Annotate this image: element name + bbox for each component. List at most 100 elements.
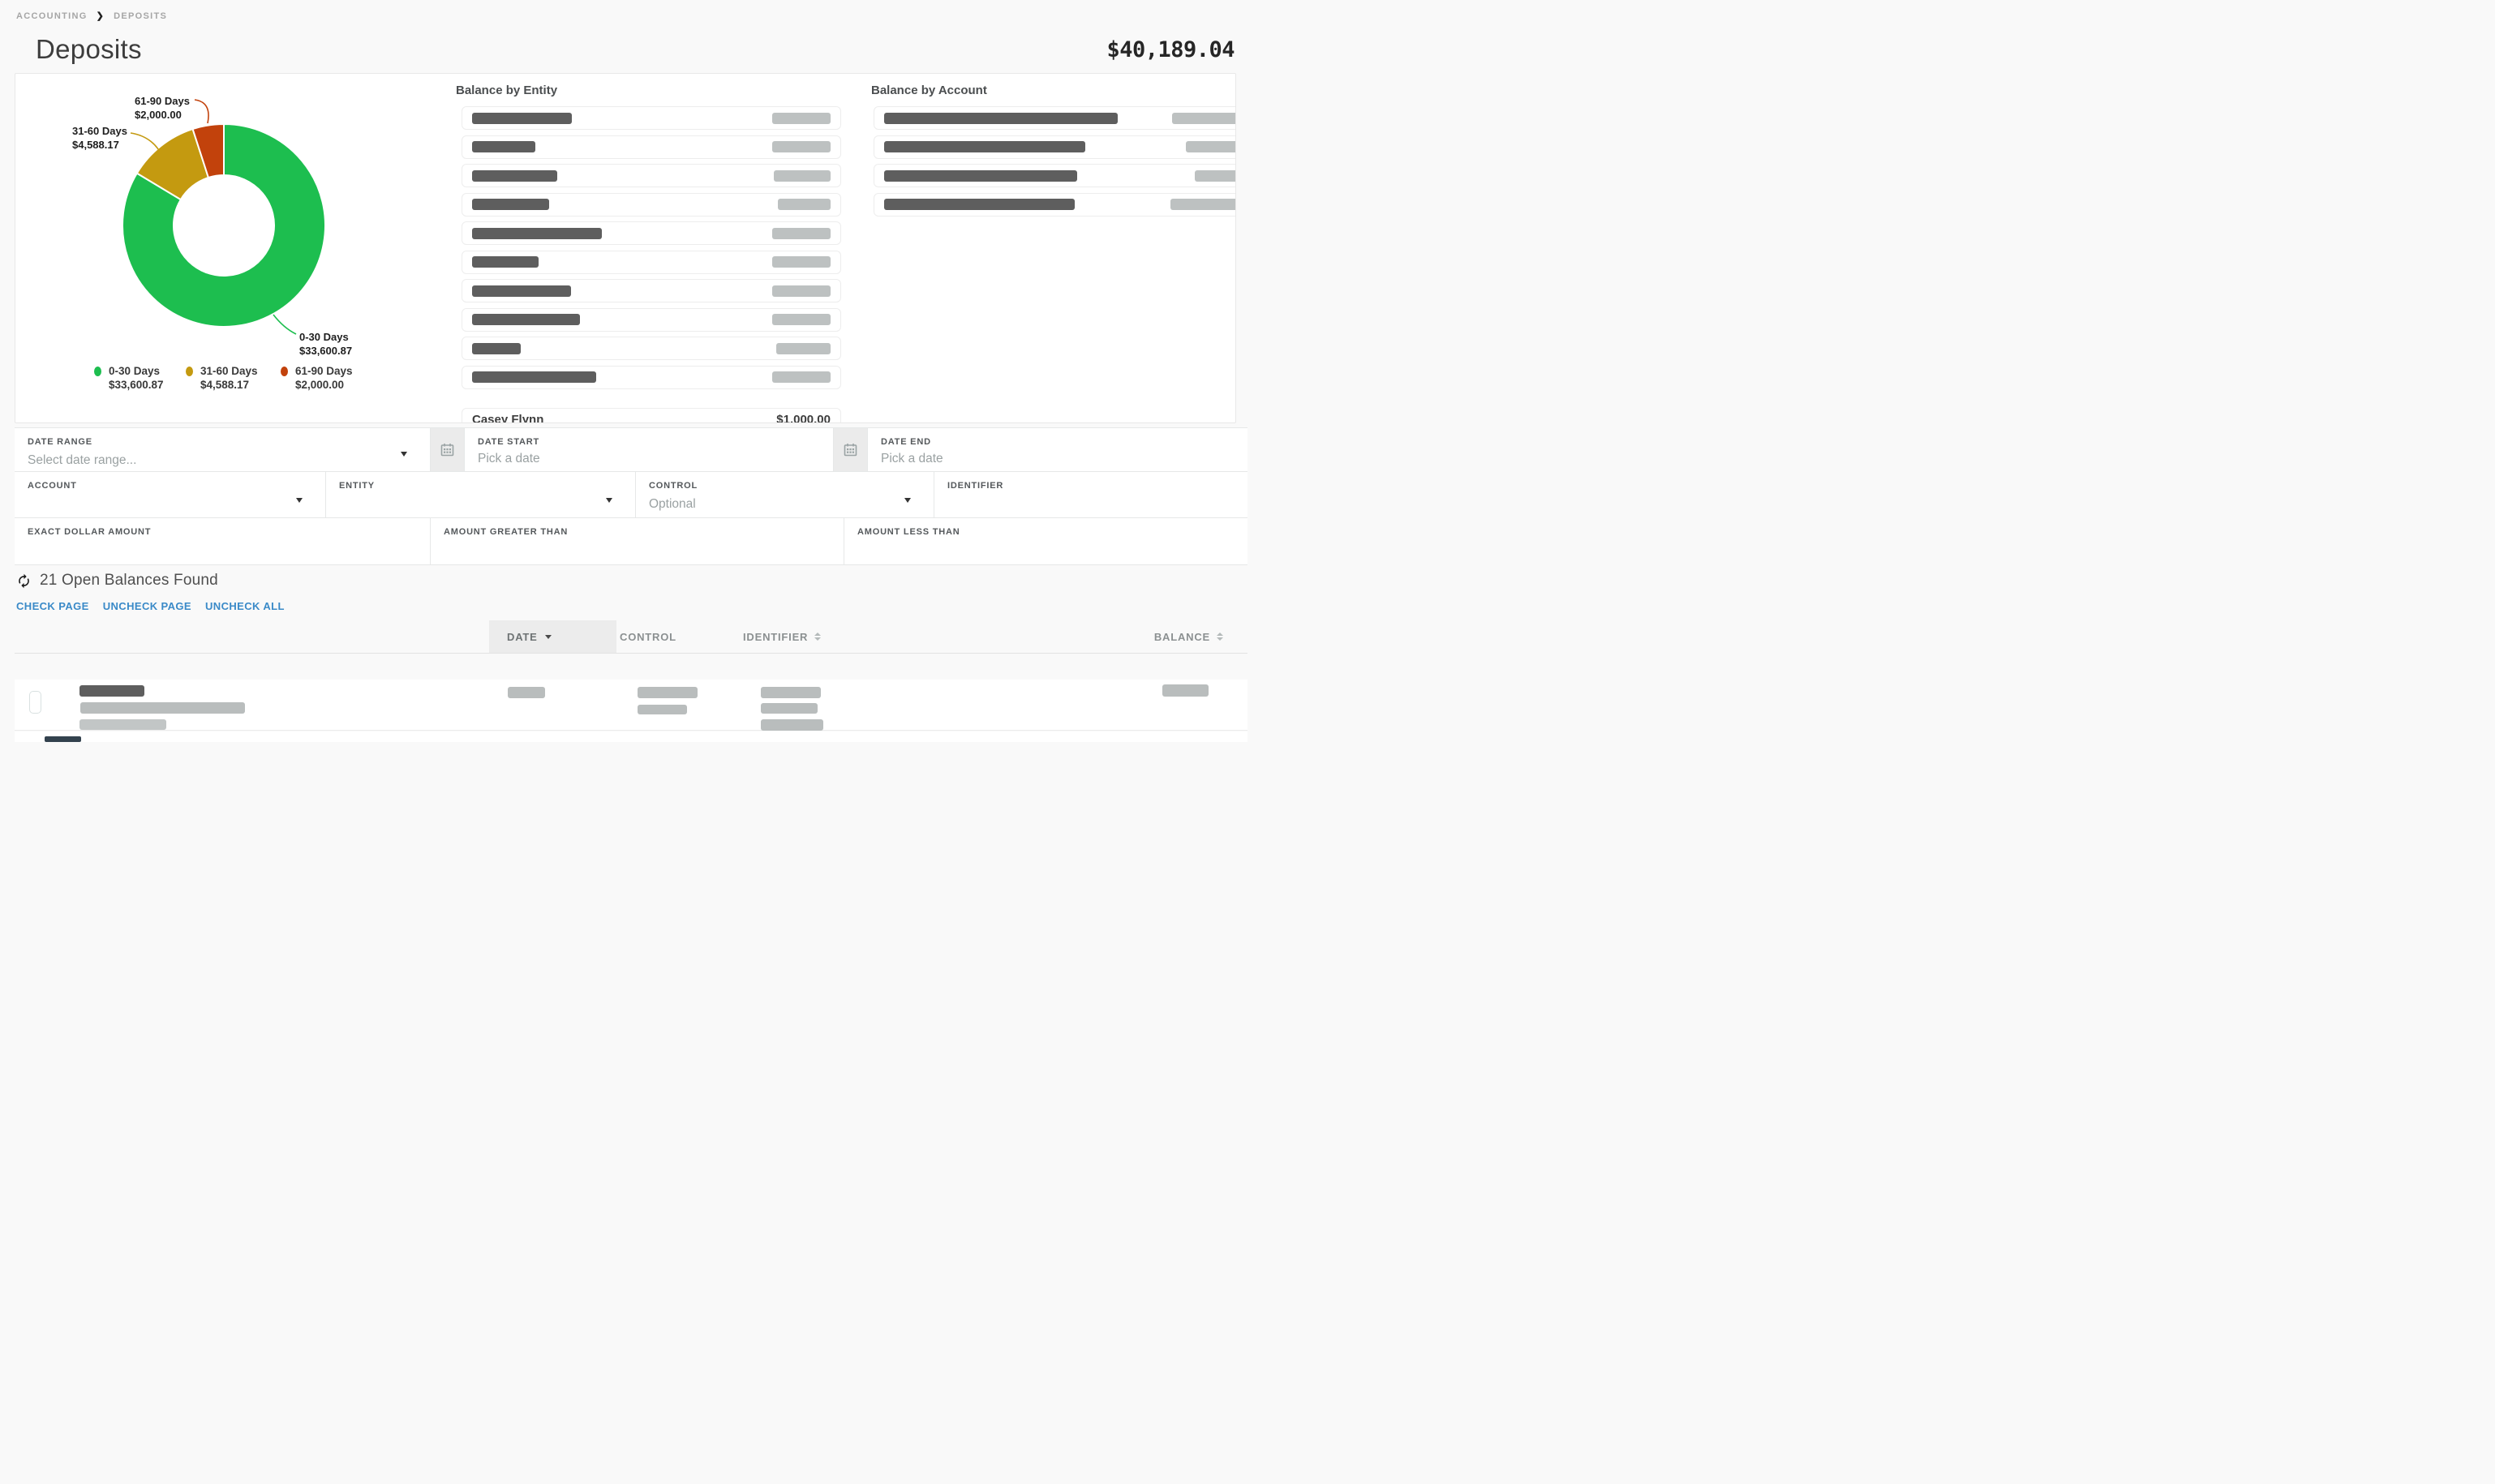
exact-dollar-amount-input[interactable] bbox=[28, 542, 397, 556]
entity-row[interactable] bbox=[462, 337, 841, 360]
callout-61-90-name: 61-90 Days bbox=[135, 95, 190, 107]
caret-down-icon bbox=[606, 498, 612, 503]
filter-account[interactable]: ACCOUNT bbox=[15, 472, 326, 518]
table-row[interactable] bbox=[15, 680, 1248, 731]
redacted-name-bar bbox=[472, 112, 572, 124]
column-label: DATE bbox=[507, 630, 538, 643]
filter-label: DATE START bbox=[478, 437, 540, 447]
donut-slice-61-90-days[interactable] bbox=[191, 122, 225, 179]
row-checkbox[interactable] bbox=[29, 691, 41, 714]
redacted-name-bar bbox=[472, 285, 571, 297]
column-header-balance[interactable]: BALANCE bbox=[1154, 620, 1223, 653]
entity-row-casey-flynn[interactable]: Casey Flynn $1,000.00 bbox=[462, 407, 841, 423]
redacted-amount-bar bbox=[1170, 199, 1235, 210]
account-row[interactable] bbox=[874, 135, 1235, 159]
results-count: 21 Open Balances Found bbox=[40, 572, 218, 589]
uncheck-page-link[interactable]: UNCHECK PAGE bbox=[102, 600, 192, 612]
filter-exact-dollar-amount: EXACT DOLLAR AMOUNT bbox=[15, 518, 431, 564]
balance-by-entity-section: Balance by Entity Casey Flynn $1,000.00 bbox=[441, 84, 841, 422]
account-row[interactable] bbox=[874, 164, 1235, 187]
amount-greater-than-input[interactable] bbox=[444, 542, 812, 556]
next-row-partial bbox=[15, 731, 1248, 742]
redacted-identifier-bar bbox=[761, 719, 823, 731]
redacted-identifier-bar bbox=[761, 703, 818, 714]
redacted-name-bar bbox=[472, 314, 580, 325]
entity-row[interactable] bbox=[462, 250, 841, 274]
redacted-name-bar bbox=[472, 342, 521, 354]
filter-control[interactable]: CONTROL Optional bbox=[636, 472, 934, 518]
filter-label: CONTROL bbox=[649, 481, 698, 491]
redacted-amount-bar bbox=[778, 199, 831, 210]
date-start-input[interactable] bbox=[478, 452, 803, 466]
entity-name: Casey Flynn bbox=[472, 412, 544, 423]
redacted-name-bar bbox=[884, 199, 1075, 210]
entity-row[interactable] bbox=[462, 221, 841, 245]
redacted-balance-bar bbox=[1162, 684, 1209, 697]
legend-label: 61-90 Days bbox=[295, 365, 353, 377]
date-end-input[interactable] bbox=[881, 452, 1217, 466]
redacted-name-bar bbox=[472, 371, 596, 383]
date-end-calendar-button[interactable] bbox=[834, 428, 868, 472]
check-page-link[interactable]: CHECK PAGE bbox=[16, 600, 89, 612]
deposits-page: ACCOUNTING ❯ DEPOSITS Deposits $40,189.0… bbox=[0, 0, 1248, 742]
balance-by-entity-title: Balance by Entity bbox=[456, 84, 558, 97]
legend-amount: $33,600.87 bbox=[109, 379, 164, 391]
column-header-identifier[interactable]: IDENTIFIER bbox=[743, 620, 822, 653]
legend-item-61-90[interactable]: 61-90 Days $2,000.00 bbox=[281, 364, 353, 392]
control-select[interactable]: Optional bbox=[649, 497, 696, 511]
entity-list bbox=[462, 106, 841, 389]
sort-icon bbox=[1217, 633, 1223, 641]
uncheck-all-link[interactable]: UNCHECK ALL bbox=[205, 600, 285, 612]
donut-slices[interactable] bbox=[122, 122, 326, 328]
callout-31-60-amount: $4,588.17 bbox=[72, 139, 119, 151]
callout-0-30-name: 0-30 Days bbox=[299, 331, 349, 343]
column-label: IDENTIFIER bbox=[743, 630, 809, 643]
refresh-icon bbox=[19, 573, 29, 588]
redacted-amount-bar bbox=[772, 112, 831, 124]
filter-label: DATE RANGE bbox=[28, 437, 92, 447]
redacted-name-bar bbox=[472, 169, 557, 182]
filters-panel: DATE RANGE Select date range... DATE STA… bbox=[15, 427, 1248, 565]
caret-down-icon bbox=[904, 498, 911, 503]
column-header-date[interactable]: DATE bbox=[489, 620, 616, 653]
redacted-amount-bar bbox=[1172, 112, 1235, 124]
date-start-calendar-button[interactable] bbox=[431, 428, 465, 472]
bulk-actions: CHECK PAGE UNCHECK PAGE UNCHECK ALL bbox=[16, 600, 285, 612]
filter-date-range[interactable]: DATE RANGE Select date range... bbox=[15, 428, 431, 472]
amount-less-than-input[interactable] bbox=[857, 542, 1216, 556]
legend-item-0-30[interactable]: 0-30 Days $33,600.87 bbox=[94, 364, 164, 392]
filter-entity[interactable]: ENTITY bbox=[326, 472, 636, 518]
donut-slice-0-30-days[interactable] bbox=[122, 122, 326, 328]
entity-row[interactable] bbox=[462, 164, 841, 187]
entity-amount: $1,000.00 bbox=[776, 412, 831, 423]
entity-row[interactable] bbox=[462, 279, 841, 302]
filter-label: AMOUNT GREATER THAN bbox=[444, 527, 569, 537]
legend-swatch-gold bbox=[186, 367, 193, 376]
redacted-description-bar bbox=[79, 685, 144, 697]
results-header: 21 Open Balances Found bbox=[16, 572, 218, 590]
date-range-select[interactable]: Select date range... bbox=[28, 453, 137, 467]
entity-row[interactable] bbox=[462, 192, 841, 217]
filter-amount-less-than: AMOUNT LESS THAN bbox=[844, 518, 1248, 564]
account-row[interactable] bbox=[874, 106, 1235, 130]
breadcrumb-accounting[interactable]: ACCOUNTING bbox=[16, 11, 88, 21]
entity-row[interactable] bbox=[462, 106, 841, 130]
identifier-input[interactable] bbox=[947, 495, 1221, 510]
redacted-amount-bar bbox=[772, 314, 831, 325]
legend-item-31-60[interactable]: 31-60 Days $4,588.17 bbox=[186, 364, 258, 392]
account-row[interactable] bbox=[874, 192, 1235, 217]
entity-row[interactable] bbox=[462, 135, 841, 159]
total-balance: $40,189.04 bbox=[1106, 37, 1235, 62]
entity-row[interactable] bbox=[462, 307, 841, 332]
redacted-description-bar bbox=[79, 719, 166, 730]
aging-donut-chart[interactable]: 61-90 Days $2,000.00 31-60 Days $4,588.1… bbox=[15, 74, 447, 422]
balance-by-account-title: Balance by Account bbox=[871, 84, 987, 97]
redacted-amount-bar bbox=[772, 285, 831, 297]
redacted-name-bar bbox=[884, 112, 1118, 124]
legend-swatch-green bbox=[94, 367, 101, 376]
redacted-amount-bar bbox=[772, 141, 831, 152]
entity-row[interactable] bbox=[462, 365, 841, 389]
redacted-description-bar bbox=[80, 702, 245, 714]
calendar-icon bbox=[844, 444, 857, 457]
redacted-amount-bar bbox=[772, 227, 831, 239]
